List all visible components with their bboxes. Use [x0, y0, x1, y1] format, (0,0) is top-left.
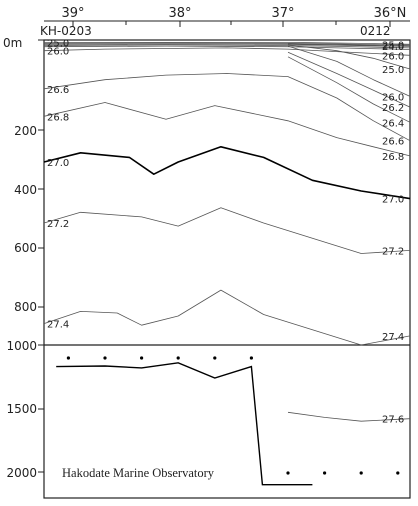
- contour-label: 27.4: [47, 320, 69, 331]
- station-dot: [176, 356, 180, 360]
- station-dot: [286, 471, 290, 475]
- contour-line: [287, 45, 411, 97]
- contour-label: 26.8: [47, 112, 69, 123]
- credit-label: Hakodate Marine Observatory: [62, 466, 215, 480]
- depth-label-2000: 2000: [6, 466, 37, 480]
- depth-label-1000: 1000: [6, 339, 37, 353]
- contour-label: 25.0: [47, 38, 69, 49]
- contour-label: 26.2: [382, 103, 404, 114]
- lat-label-37: 37°: [271, 6, 294, 21]
- contour-label: 26.0: [47, 47, 69, 58]
- contour-label: 27.4: [382, 332, 404, 343]
- contour-line: [287, 43, 411, 47]
- contour-line: [43, 289, 411, 346]
- contour-label: 24.0: [382, 42, 404, 53]
- contour-label: 26.4: [382, 118, 404, 129]
- station-right-label: 0212: [360, 24, 391, 38]
- contour-line: [43, 146, 411, 200]
- depth-label-1500: 1500: [6, 402, 37, 416]
- station-markers: [66, 356, 400, 475]
- contour-line: [44, 42, 411, 45]
- seafloor-line: [56, 362, 313, 486]
- station-dot: [140, 356, 144, 360]
- contour-label: 26.6: [47, 85, 69, 96]
- lat-label-39: 39°: [61, 6, 84, 21]
- contour-label: 27.6: [382, 415, 404, 426]
- contour-line: [43, 207, 411, 254]
- lat-label-36n: 36°N: [374, 6, 407, 21]
- depth-label-800: 800: [14, 300, 37, 314]
- depth-label-400: 400: [14, 183, 37, 197]
- contour-label: 25.0: [382, 40, 404, 51]
- station-dot: [66, 356, 70, 360]
- contour-line: [287, 411, 411, 422]
- plot-frame: [43, 39, 411, 499]
- contour-label: 26.0: [382, 51, 404, 62]
- lat-label-38: 38°: [168, 6, 191, 21]
- seafloor-layer: [56, 362, 313, 486]
- contour-label: 25.0: [382, 65, 404, 76]
- contour-label: 27.0: [382, 195, 404, 206]
- contour-line: [287, 56, 411, 123]
- contour-label: 26.6: [382, 137, 404, 148]
- station-dot: [249, 356, 253, 360]
- contour-line: [287, 51, 411, 108]
- contour-line: [43, 45, 411, 50]
- depth-label-600: 600: [14, 241, 37, 255]
- contour-line: [43, 44, 411, 49]
- depth-label-200: 200: [14, 124, 37, 138]
- contour-line: [43, 42, 411, 46]
- contour-label: 27.2: [47, 219, 69, 230]
- contour-line: [43, 47, 411, 56]
- contour-line: [43, 73, 411, 142]
- station-dot: [396, 471, 400, 475]
- station-dot: [359, 471, 363, 475]
- axis-ticks: [38, 21, 391, 473]
- station-dot: [323, 471, 327, 475]
- contour-label: 27.0: [47, 158, 69, 169]
- station-dot: [213, 356, 217, 360]
- contour-line: [43, 102, 411, 157]
- station-left-label: KH-0203: [40, 24, 92, 38]
- contour-label: 26.8: [382, 152, 404, 163]
- depth-label-0m: 0m: [3, 36, 22, 50]
- contour-lines: [43, 42, 411, 422]
- station-dot: [103, 356, 107, 360]
- contour-label: 27.2: [382, 246, 404, 257]
- contour-labels: 25.0 25.026.0 26.024.025.026.026.226.426.6…: [47, 38, 404, 425]
- contour-line: [287, 44, 411, 70]
- contour-label: 26.0: [382, 92, 404, 103]
